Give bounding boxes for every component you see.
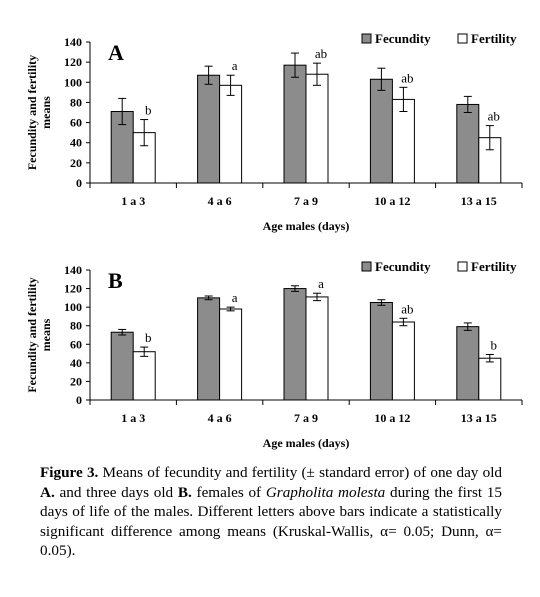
panel-b-y-tick-label: 60 [70, 337, 82, 351]
panel-b-y-axis-title-line2: means [39, 318, 53, 351]
panel-b-bar-fecundity [283, 288, 307, 401]
panel-b-bar-fertility [478, 357, 502, 401]
panel-a-bar-fecundity [369, 78, 393, 184]
panel-a-y-tick-label: 60 [70, 116, 82, 130]
caption-text-2: and three days old [54, 483, 178, 501]
panel-a-y-tick-label: 0 [76, 176, 82, 190]
panel-a-bar-fertility [305, 73, 329, 184]
caption-text-3: females of [191, 483, 266, 501]
panel-a-category-label: 1 a 3 [121, 194, 145, 208]
panel-b-legend-label-fertility: Fertility [471, 259, 517, 274]
panel-a-significance-letter: b [145, 103, 152, 118]
panel-b-y-tick-label: 80 [70, 319, 82, 333]
panel-a-legend-label-fecundity: Fecundity [375, 31, 431, 46]
panel-b-bar-fecundity [456, 326, 480, 401]
panel-a-legend-swatch-fecundity [361, 33, 372, 44]
panel-b-category-label: 7 a 9 [294, 411, 318, 425]
panel-a-bar-fecundity [456, 103, 480, 184]
panel-a-y-tick-label: 40 [70, 136, 82, 150]
panel-a-category-label: 13 a 15 [461, 194, 497, 208]
panel-b-category-label: 13 a 15 [461, 411, 497, 425]
caption-species: Grapholita molesta [265, 483, 386, 501]
panel-a-significance-letter: ab [401, 70, 413, 85]
panel-a-y-tick-label: 20 [70, 156, 82, 170]
panel-a-y-axis-title-line1: Fecundity and fertility [25, 55, 39, 170]
charts-canvas: 0 20 40 60 80 100 120 140 Fecundity and fertilit… [25, 31, 523, 450]
panel-b-significance-letter: b [491, 338, 498, 353]
caption-panel-b-ref: B. [177, 483, 192, 501]
panel-a-bar-fecundity [197, 74, 221, 184]
panel-b-bar-fecundity [369, 302, 393, 401]
panel-a-letter: A [108, 40, 124, 65]
figure-caption: Figure 3. Means of fecundity and fertili… [40, 463, 502, 561]
panel-b-y-axis-title-line1: Fecundity and fertility [25, 277, 39, 392]
panel-b-bar-fertility [391, 321, 415, 401]
panel-b-category-label: 1 a 3 [121, 411, 145, 425]
panel-b-significance-letter: a [232, 290, 238, 305]
panel-a-legend-swatch-fertility [457, 33, 468, 44]
panel-b-y-tick-label: 100 [64, 300, 82, 314]
panel-a-significance-letter: ab [315, 46, 327, 61]
panel-a-bar-fertility [219, 84, 243, 184]
panel-b-bar-fecundity [110, 331, 134, 401]
panel-a-category-label: 10 a 12 [374, 194, 410, 208]
panel-a-y-tick-label: 140 [64, 35, 82, 49]
panel-a-y-axis-title-line2: means [39, 96, 53, 129]
panel-a-y-tick-label: 100 [64, 75, 82, 89]
panel-b-y-tick-label: 0 [76, 393, 82, 407]
panel-b-bar-fertility [305, 296, 329, 401]
panel-b-bar-fertility [132, 351, 156, 401]
panel-a-significance-letter: ab [488, 109, 500, 124]
panel-b-y-tick-label: 20 [70, 374, 82, 388]
panel-b-legend-swatch-fecundity [361, 261, 372, 272]
panel-a-significance-letter: a [232, 58, 238, 73]
panel-b-legend-label-fecundity: Fecundity [375, 259, 431, 274]
panel-a-y-tick-label: 120 [64, 55, 82, 69]
caption-text-1: Means of fecundity and fertility (± stan… [98, 464, 503, 481]
caption-panel-a-ref: A. [40, 483, 55, 501]
panel-b-significance-letter: b [145, 330, 152, 345]
panel-a-legend-label-fertility: Fertility [471, 31, 517, 46]
panel-b-significance-letter: ab [401, 301, 413, 316]
panel-b-bar-fertility [219, 308, 243, 401]
panel-b-letter: B [108, 268, 123, 293]
panel-b-category-label: 4 a 6 [208, 411, 232, 425]
panel-b-y-tick-label: 140 [64, 263, 82, 277]
panel-a-bar-fecundity [283, 64, 307, 184]
panel-b-bar-fecundity [197, 297, 221, 401]
panel-b-x-axis-title: Age males (days) [263, 436, 350, 450]
panel-a-x-axis-title: Age males (days) [263, 219, 350, 233]
panel-b-y-tick-label: 40 [70, 356, 82, 370]
panel-b-category-label: 10 a 12 [374, 411, 410, 425]
caption-label: Figure 3. [40, 464, 99, 481]
panel-a-category-label: 7 a 9 [294, 194, 318, 208]
caption-text-4: during the first 15 days of life of the … [40, 483, 502, 560]
panel-a-category-label: 4 a 6 [208, 194, 232, 208]
panel-b-y-tick-label: 120 [64, 282, 82, 296]
panel-a-y-tick-label: 80 [70, 95, 82, 109]
panel-b-significance-letter: a [318, 276, 324, 291]
panel-b-legend-swatch-fertility [457, 261, 468, 272]
